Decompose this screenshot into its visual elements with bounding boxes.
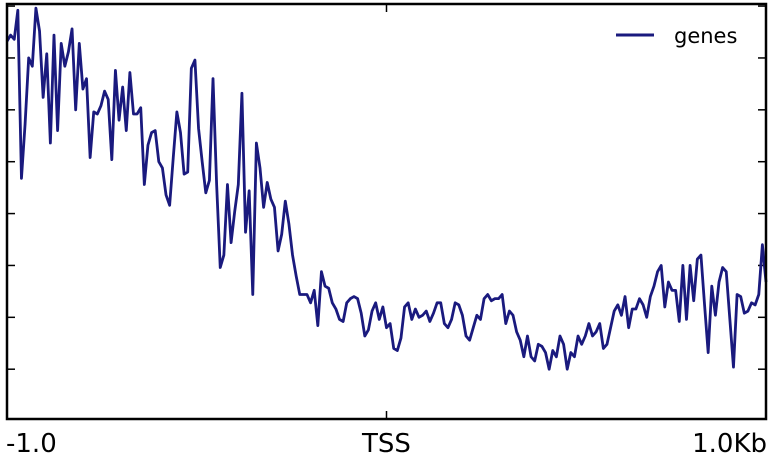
series-line-0: [5, 6, 768, 371]
plot-background: [7, 4, 766, 419]
legend-label-genes: genes: [674, 24, 737, 48]
x-tick-label-1: TSS: [361, 429, 411, 458]
x-tick-labels: -1.0 TSS 1.0Kb: [6, 429, 767, 458]
series-layer: [5, 6, 768, 371]
plot-frame: [5, 2, 768, 421]
legend: genes: [616, 24, 737, 48]
x-tick-label-0: -1.0: [6, 429, 57, 458]
x-tick-label-2: 1.0Kb: [692, 429, 767, 458]
